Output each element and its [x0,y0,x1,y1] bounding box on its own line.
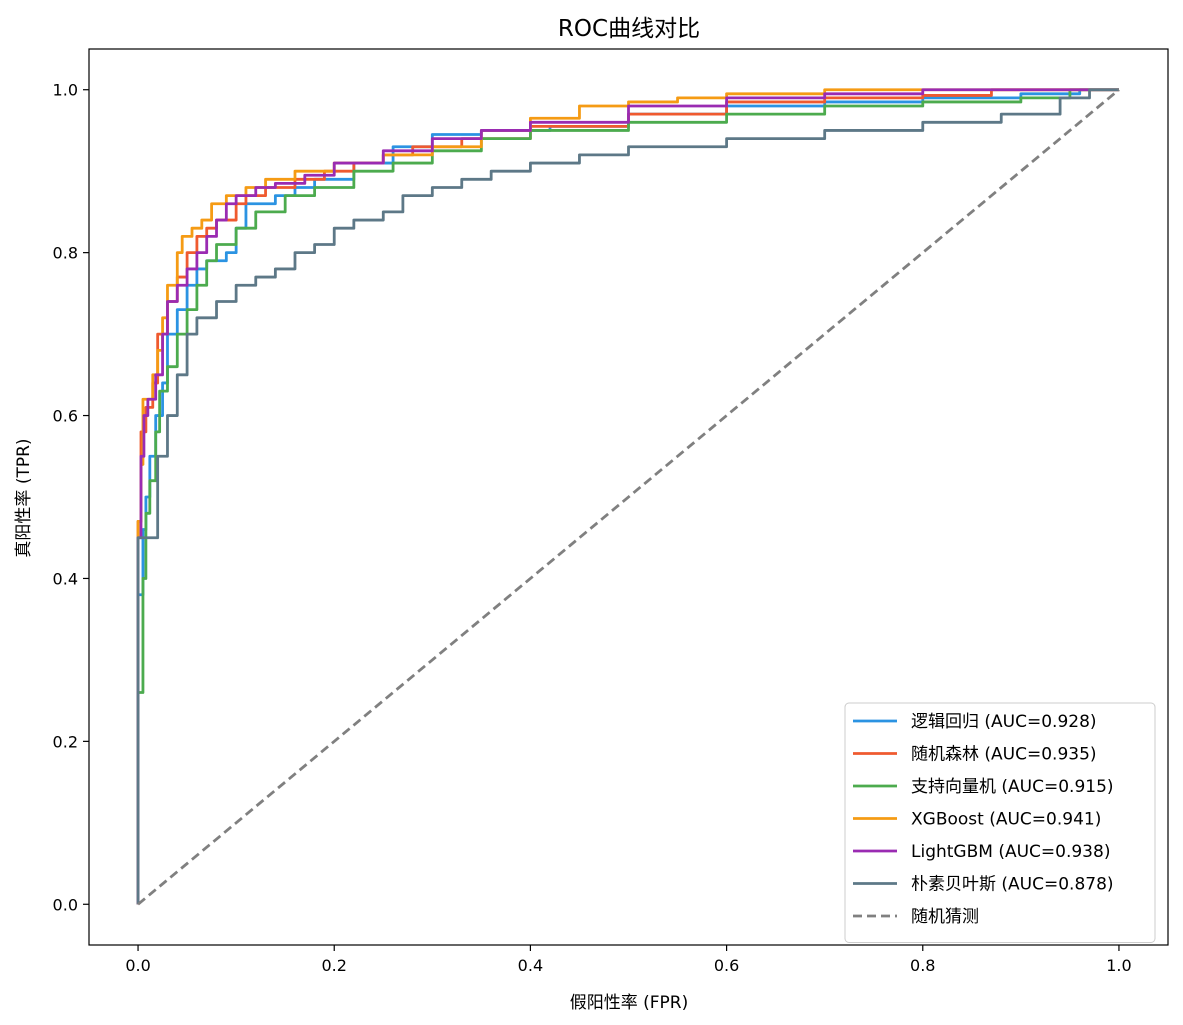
x-tick-label: 1.0 [1106,956,1131,975]
y-tick-label: 0.0 [53,895,78,914]
chart-title: ROC曲线对比 [558,16,700,42]
x-tick-label: 0.6 [714,956,739,975]
x-tick-label: 0.0 [125,956,150,975]
legend-entry-label: LightGBM (AUC=0.938) [911,842,1110,862]
series-line-5 [136,88,1119,905]
y-tick-label: 0.2 [53,732,78,751]
y-tick-label: 0.4 [53,569,78,588]
series-line-2 [136,88,1119,905]
y-tick-label: 0.6 [53,407,78,426]
y-tick-label: 1.0 [53,81,78,100]
legend-box [844,702,1156,943]
legend-entry-label: 朴素贝叶斯 (AUC=0.878) [911,875,1114,895]
legend: 逻辑回归 (AUC=0.928) 随机森林 (AUC=0.935) 支持向量机 (A… [844,702,1156,943]
y-axis-label: 真阳性率 (TPR) [14,438,34,557]
series-line-4 [136,88,1119,905]
legend-entry-label: XGBoost (AUC=0.941) [911,810,1101,830]
x-tick-label: 0.2 [322,956,347,975]
x-tick-label: 0.8 [910,956,935,975]
x-tick-label: 0.4 [518,956,543,975]
legend-entry-label: 支持向量机 (AUC=0.915) [911,777,1114,797]
plot-area [136,88,1120,906]
legend-entry-label: 随机森林 (AUC=0.935) [911,745,1097,765]
x-axis-label: 假阳性率 (FPR) [570,993,689,1013]
legend-entry-label: 逻辑回归 (AUC=0.928) [911,712,1097,732]
y-tick-label: 0.8 [53,244,78,263]
legend-entry-label: 随机猜测 [911,907,979,927]
series-line-6 [137,88,1120,906]
plot-frame [88,48,1169,946]
axes: 0.0 0.2 0.4 0.6 0.8 1.0 0.0 0.2 0.4 0.6 0.8 1.0 [53,48,1169,975]
